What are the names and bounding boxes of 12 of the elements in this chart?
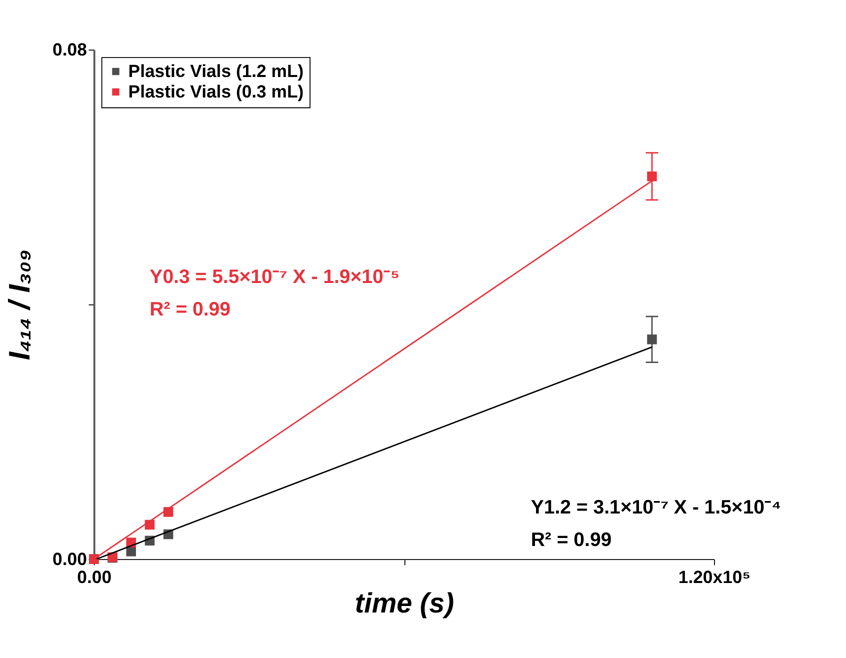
annotation: R² = 0.99 [150,298,231,321]
point [647,171,657,182]
annotation: Y0.3 = 5.5×10⁻⁷ X - 1.9×10⁻⁵ [150,266,400,288]
x-tick-label: 1.20x10⁵ [678,566,751,587]
annotation: Y1.2 = 3.1×10⁻⁷ X - 1.5×10⁻⁴ [530,496,782,519]
y-tick-label: 0.08 [52,40,88,60]
legend-label: Plastic Vials (1.2 mL) [128,61,304,82]
y-axis-title: I₄₁₄ / I₃₀₉ [3,250,36,360]
annotation: R² = 0.99 [530,529,612,552]
legend-label: Plastic Vials (0.3 mL) [128,82,304,102]
x-axis-title: time (s) [354,588,454,619]
point [647,334,657,344]
